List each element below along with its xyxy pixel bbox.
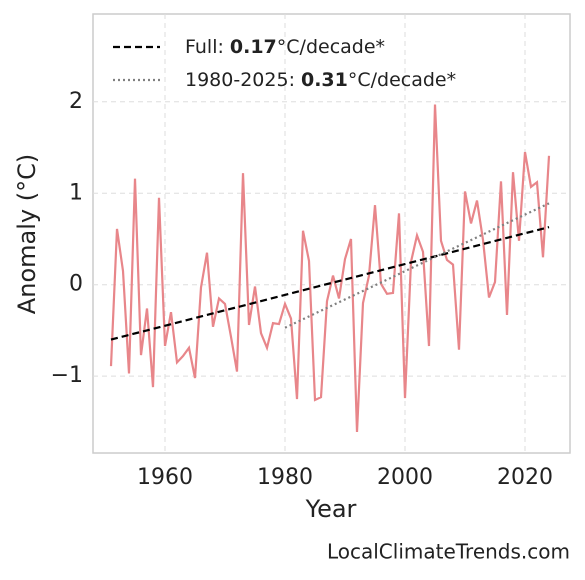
x-axis-label: Year — [305, 495, 357, 523]
legend-entry: Full: 0.17°C/decade* — [185, 36, 385, 58]
y-tick-label: 1 — [69, 180, 83, 205]
trend-line — [284, 202, 550, 329]
y-tick-label: −1 — [51, 363, 83, 388]
data-line — [109, 104, 551, 433]
source: LocalClimateTrends.com — [327, 540, 570, 564]
legend-slope: 0.17 — [230, 36, 277, 58]
legend-unit: °C/decade* — [348, 69, 456, 91]
y-tick-label: 2 — [69, 89, 83, 114]
trend-line — [110, 226, 550, 341]
x-tick-label: 2000 — [377, 465, 433, 490]
x-tick-label: 1980 — [257, 465, 313, 490]
x-tick-label: 2020 — [497, 465, 553, 490]
legend-unit: °C/decade* — [277, 36, 385, 58]
legend-slope: 0.31 — [301, 69, 348, 91]
x-tick-label: 1960 — [137, 465, 193, 490]
plot-frame — [92, 13, 571, 454]
y-tick-label: 0 — [69, 272, 83, 297]
legend-name: Full: — [185, 36, 224, 58]
legend-entry: 1980-2025: 0.31°C/decade* — [185, 69, 456, 91]
y-axis-label: Anomaly (°C) — [13, 154, 41, 314]
legend-name: 1980-2025: — [185, 69, 295, 91]
